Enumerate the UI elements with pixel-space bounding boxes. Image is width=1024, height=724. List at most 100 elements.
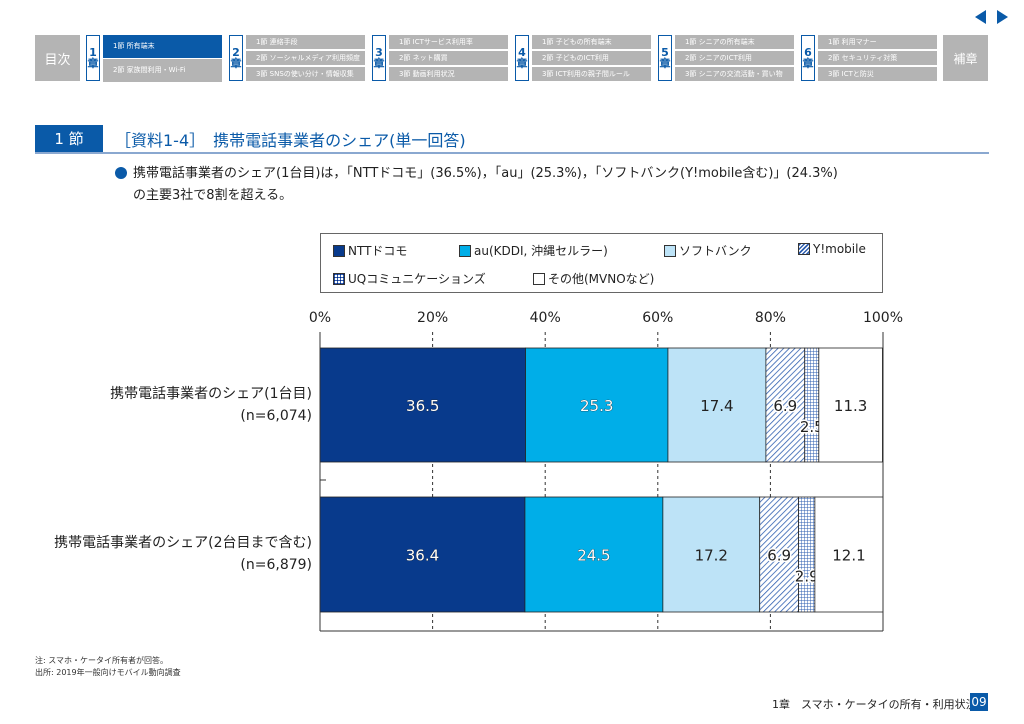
chart-source: 出所: 2019年一般向けモバイル動向調査 xyxy=(35,668,181,677)
category-label-line: 携帯電話事業者のシェア(2台目まで含む) xyxy=(54,535,312,551)
data-label: 36.4 xyxy=(406,547,439,565)
x-tick-label: 20% xyxy=(417,310,448,326)
bar-segment xyxy=(319,347,526,463)
bar-segment xyxy=(818,347,883,463)
category-label: 携帯電話事業者のシェア(1台目) (n=6,074) xyxy=(110,383,312,427)
next-page-arrow-icon[interactable] xyxy=(997,10,1008,24)
x-tick-label: 60% xyxy=(642,310,673,326)
legend-item: NTTドコモ xyxy=(333,242,407,259)
nav-section-6-2[interactable]: 2節 セキュリティ対策 xyxy=(818,51,937,65)
toc-button[interactable]: 目次 xyxy=(35,35,80,81)
bar-segment xyxy=(765,347,806,463)
data-label: 6.9 xyxy=(767,547,791,565)
chapter-kanji: 章 xyxy=(659,57,671,70)
bar-segment xyxy=(524,496,664,613)
chapter-kanji: 章 xyxy=(802,57,814,70)
chapter-kanji: 章 xyxy=(516,57,528,70)
chapter-number: 3 xyxy=(375,46,383,59)
x-tick-label: 80% xyxy=(755,310,786,326)
chart-note: 注: スマホ・ケータイ所有者が回答。 xyxy=(35,656,168,665)
bullet-icon xyxy=(115,167,127,179)
x-tick-label: 100% xyxy=(863,310,903,326)
chapter-kanji: 章 xyxy=(230,57,242,70)
legend-label: au(KDDI, 沖縄セルラー) xyxy=(474,244,608,258)
legend-item: UQコミュニケーションズ xyxy=(333,270,486,287)
bar-segment xyxy=(814,496,884,613)
chapter-number: 1 xyxy=(89,46,97,59)
appendix-button[interactable]: 補章 xyxy=(943,35,988,81)
legend-item: Y!mobile xyxy=(798,242,866,256)
legend-item: au(KDDI, 沖縄セルラー) xyxy=(459,242,608,259)
bar-segment xyxy=(804,347,820,463)
legend-swatch xyxy=(664,244,676,257)
nav-section-3-3[interactable]: 3節 動画利用状況 xyxy=(389,67,508,81)
data-label: 25.3 xyxy=(580,397,613,415)
legend-swatch xyxy=(333,272,345,285)
legend-label: Y!mobile xyxy=(813,242,866,256)
legend-swatch xyxy=(533,272,545,285)
x-tick-label: 0% xyxy=(309,310,331,326)
nav-section-5-1[interactable]: 1節 シニアの所有端末 xyxy=(675,35,794,49)
chapter-number: 2 xyxy=(232,46,240,59)
legend-swatch xyxy=(798,243,810,255)
data-label: 36.5 xyxy=(406,397,439,415)
prev-page-arrow-icon[interactable] xyxy=(975,10,986,24)
nav-section-2-2[interactable]: 2節 ソーシャルメディア利用頻度 xyxy=(246,51,365,65)
chapter-number: 6 xyxy=(804,46,812,59)
category-label-line: (n=6,879) xyxy=(240,557,312,573)
legend-item: ソフトバンク xyxy=(664,242,752,259)
data-label: 24.5 xyxy=(577,547,610,565)
legend-label: UQコミュニケーションズ xyxy=(348,272,486,286)
section-badge: 1 節 xyxy=(35,125,103,153)
category-label: 携帯電話事業者のシェア(2台目まで含む) (n=6,879) xyxy=(54,532,312,576)
legend-swatch xyxy=(459,244,471,257)
data-label: 6.9 xyxy=(773,397,797,415)
x-tick-label: 40% xyxy=(530,310,561,326)
nav-section-4-2[interactable]: 2節 子どものICT利用 xyxy=(532,51,651,65)
legend-label: NTTドコモ xyxy=(348,244,408,258)
nav-section-2-1[interactable]: 1節 連絡手段 xyxy=(246,35,365,49)
nav-section-6-3[interactable]: 3節 ICTと防災 xyxy=(818,67,937,81)
data-label: 12.1 xyxy=(832,547,865,565)
category-label-line: 携帯電話事業者のシェア(1台目) xyxy=(110,386,312,402)
legend-label: その他(MVNOなど) xyxy=(548,272,655,286)
nav-section-2-3[interactable]: 3節 SNSの使い分け・情報収集 xyxy=(246,67,365,81)
nav-section-3-1[interactable]: 1節 ICTサービス利用率 xyxy=(389,35,508,49)
data-label: 17.4 xyxy=(700,397,733,415)
bar-segment xyxy=(798,496,816,613)
bar-segment xyxy=(662,496,761,613)
legend-swatch xyxy=(333,244,345,257)
chapter-kanji: 章 xyxy=(87,57,99,70)
title-divider xyxy=(35,152,989,154)
data-label: 11.3 xyxy=(834,397,867,415)
bar-segment xyxy=(667,347,767,463)
chapter-number: 5 xyxy=(661,46,669,59)
page-number: 09 xyxy=(970,693,988,711)
bar-segment xyxy=(759,496,799,613)
category-label-line: (n=6,074) xyxy=(240,408,312,424)
nav-section-3-2[interactable]: 2節 ネット購買 xyxy=(389,51,508,65)
lead-text: 携帯電話事業者のシェア(1台目)は，「NTTドコモ」(36.5%)，「au」(2… xyxy=(133,163,933,207)
footer-chapter: 1章 スマホ・ケータイの所有・利用状況 xyxy=(772,698,977,711)
nav-section-5-2[interactable]: 2節 シニアのICT利用 xyxy=(675,51,794,65)
legend-item: その他(MVNOなど) xyxy=(533,270,654,287)
nav-section-4-3[interactable]: 3節 ICT利用の親子間ルール xyxy=(532,67,651,81)
data-label: 2.9 xyxy=(795,568,819,586)
bar-segment xyxy=(525,347,669,463)
nav-section-4-1[interactable]: 1節 子どもの所有端末 xyxy=(532,35,651,49)
nav-section-1-2[interactable]: 2節 家族間利用・Wi-Fi xyxy=(103,59,222,82)
page-title: ［資料1-4］ 携帯電話事業者のシェア(単一回答) xyxy=(115,131,466,150)
chart-legend: NTTドコモ au(KDDI, 沖縄セルラー) ソフトバンク Y!mobile UQコミ… xyxy=(320,233,883,293)
nav-section-5-3[interactable]: 3節 シニアの交流活動・買い物 xyxy=(675,67,794,81)
nav-section-1-1[interactable]: 1節 所有端末 xyxy=(103,35,222,58)
nav-section-6-1[interactable]: 1節 利用マナー xyxy=(818,35,937,49)
chapter-kanji: 章 xyxy=(373,57,385,70)
legend-label: ソフトバンク xyxy=(679,244,752,258)
